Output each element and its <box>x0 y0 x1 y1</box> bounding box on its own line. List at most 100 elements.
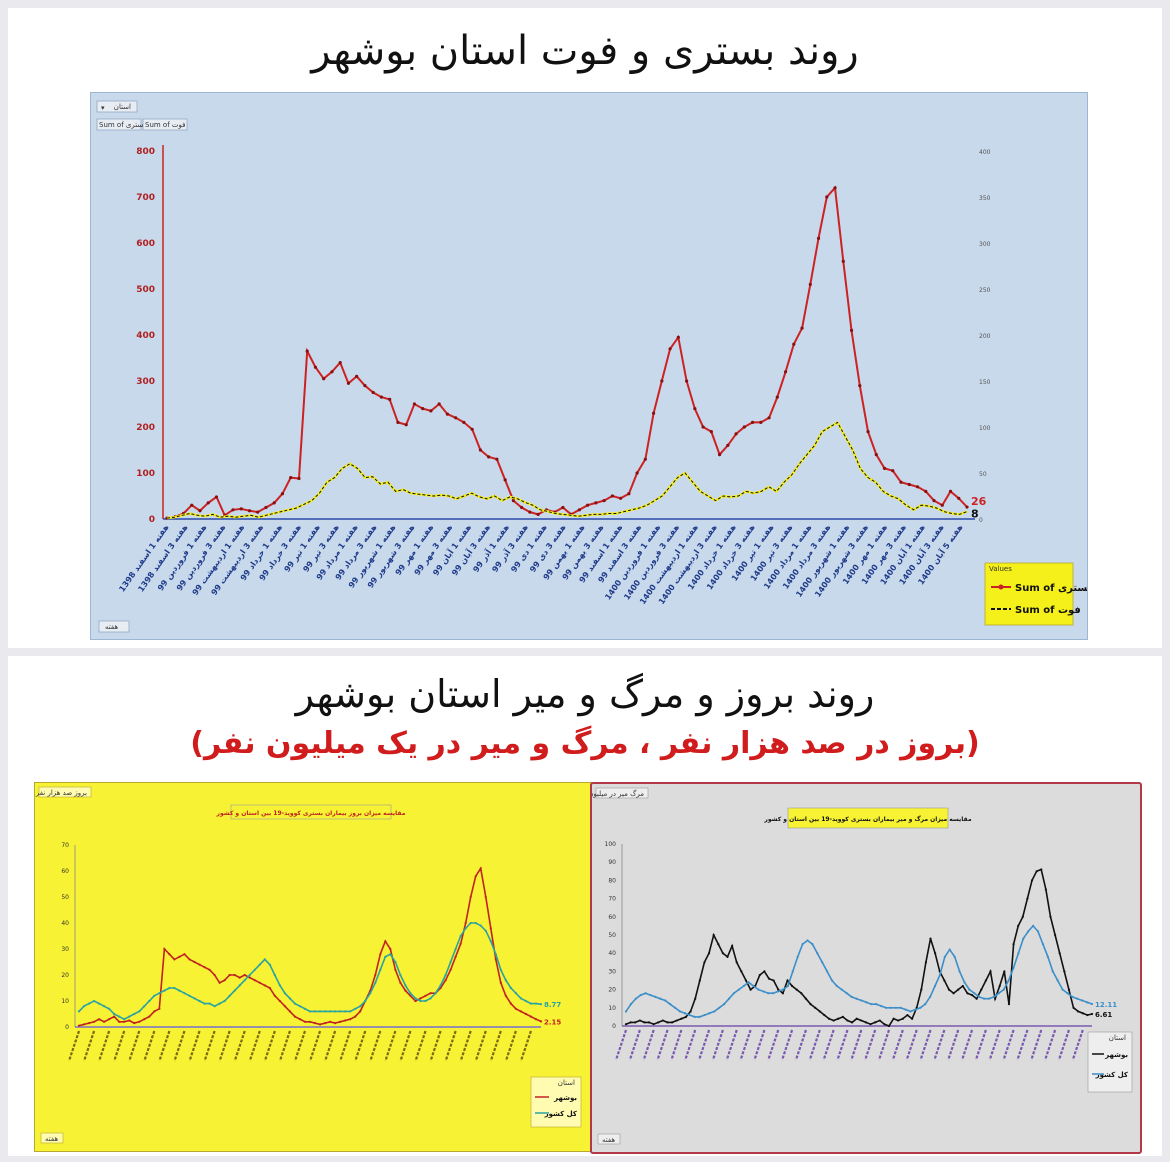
country-point <box>835 984 839 988</box>
small-x-tick-label <box>233 1030 246 1062</box>
country-point <box>469 921 472 925</box>
hosp-point <box>684 379 689 383</box>
province-point <box>464 921 467 925</box>
country-point <box>328 1010 332 1013</box>
country-point <box>816 952 819 955</box>
small-y-tick-label: 50 <box>61 894 69 901</box>
mortality-chart-title: مقایسه میزان مرگ و میر بیماران بستری کوو… <box>763 815 971 823</box>
province-point <box>1049 915 1052 918</box>
y2-tick-label: 300 <box>979 241 991 248</box>
series-line-death-dash <box>166 421 968 519</box>
country-point <box>288 997 292 1000</box>
y2-tick-label: 50 <box>979 471 987 478</box>
top-filter-chip[interactable]: استان ▾ <box>96 100 138 113</box>
province-point <box>860 1019 863 1022</box>
incidence-axis-chip[interactable]: هفته <box>40 1132 64 1144</box>
province-point <box>984 979 987 982</box>
province-point <box>1063 970 1066 973</box>
small-x-tick-label <box>836 1029 849 1061</box>
hosp-point <box>619 496 623 500</box>
hosp-point <box>330 370 334 374</box>
small-y-tick-label: 0 <box>65 1024 69 1031</box>
hosp-point <box>511 499 515 503</box>
province-point <box>878 1019 881 1022</box>
province-point <box>479 867 482 870</box>
province-point <box>268 986 271 990</box>
small-y-tick-label: 50 <box>608 932 616 939</box>
province-point <box>874 1021 877 1024</box>
small-x-tick-label <box>684 1029 697 1061</box>
legend-item-country: کل کشور <box>544 1110 578 1118</box>
country-point <box>781 988 785 991</box>
country-point <box>624 1010 628 1013</box>
province-point <box>379 953 382 956</box>
province-point <box>920 988 923 991</box>
hosp-point <box>734 432 738 436</box>
province-point <box>749 988 752 991</box>
country-point <box>713 1010 716 1013</box>
hosp-point <box>206 501 210 505</box>
province-point <box>671 1021 674 1024</box>
country-point <box>914 1008 917 1011</box>
hosp-point <box>693 407 697 411</box>
top-field-chips[interactable]: Sum of بستری Sum of فوت <box>96 118 188 131</box>
province-point <box>1017 924 1020 927</box>
province-point <box>1026 897 1029 900</box>
legend-title: Values <box>989 565 1012 573</box>
country-point <box>821 961 824 964</box>
country-point <box>248 973 251 977</box>
right-filter-label: استان <box>1109 1034 1126 1042</box>
small-x-tick-label <box>781 1029 794 1061</box>
province-point <box>283 1005 286 1008</box>
country-point <box>459 934 462 938</box>
hosp-point <box>379 395 384 399</box>
bottom-panel: روند بروز و مرگ و میر استان بوشهر (بروز … <box>8 656 1162 1156</box>
province-point <box>459 942 462 945</box>
province-point <box>980 988 983 991</box>
country-point <box>1081 999 1084 1002</box>
province-point <box>198 963 201 966</box>
country-point <box>968 988 971 991</box>
country-point <box>1017 952 1020 955</box>
y2-tick-label: 100 <box>979 425 991 432</box>
country-point <box>298 1005 302 1008</box>
province-point <box>1021 915 1024 918</box>
small-x-tick-label <box>444 1030 457 1062</box>
country-point <box>308 1010 312 1013</box>
mortality-axis-chip[interactable]: هفته <box>597 1133 621 1145</box>
province-point <box>449 968 452 971</box>
country-point <box>258 963 261 966</box>
province-point <box>253 979 256 982</box>
hosp-point <box>957 496 961 500</box>
small-x-tick-label <box>203 1030 216 1062</box>
province-point <box>934 952 937 955</box>
country-point <box>228 994 231 997</box>
province-point <box>712 933 715 937</box>
country-point <box>639 993 642 997</box>
province-point <box>772 979 775 982</box>
series-last-label: 8.77 <box>544 1001 561 1009</box>
province-point <box>474 875 477 878</box>
province-point <box>288 1010 292 1013</box>
country-point <box>894 1006 897 1009</box>
right-axis-chip-label: هفته <box>602 1136 615 1144</box>
hosp-point <box>487 455 491 459</box>
country-point <box>303 1007 307 1010</box>
incidence-chart: بروز صد هزار نفر مقایسه میزان بروز بیمار… <box>35 786 582 1144</box>
hospitalization-death-chart: استان ▾ Sum of بستری Sum of فوت هفته 0 10… <box>96 100 1087 633</box>
country-point <box>454 947 457 951</box>
country-point <box>919 1006 922 1009</box>
country-point <box>82 1005 86 1008</box>
country-point <box>879 1004 883 1008</box>
small-x-tick-label <box>794 1029 807 1061</box>
hosp-point <box>478 448 483 452</box>
province-point <box>173 958 176 961</box>
top-axis-chip[interactable]: هفته <box>98 620 130 633</box>
hosp-point <box>948 489 953 493</box>
province-point <box>823 1013 826 1017</box>
small-x-tick-label <box>339 1030 352 1062</box>
country-point <box>757 988 760 991</box>
country-point <box>318 1010 322 1013</box>
country-point <box>394 960 397 964</box>
small-y-tick-label: 100 <box>605 841 617 848</box>
